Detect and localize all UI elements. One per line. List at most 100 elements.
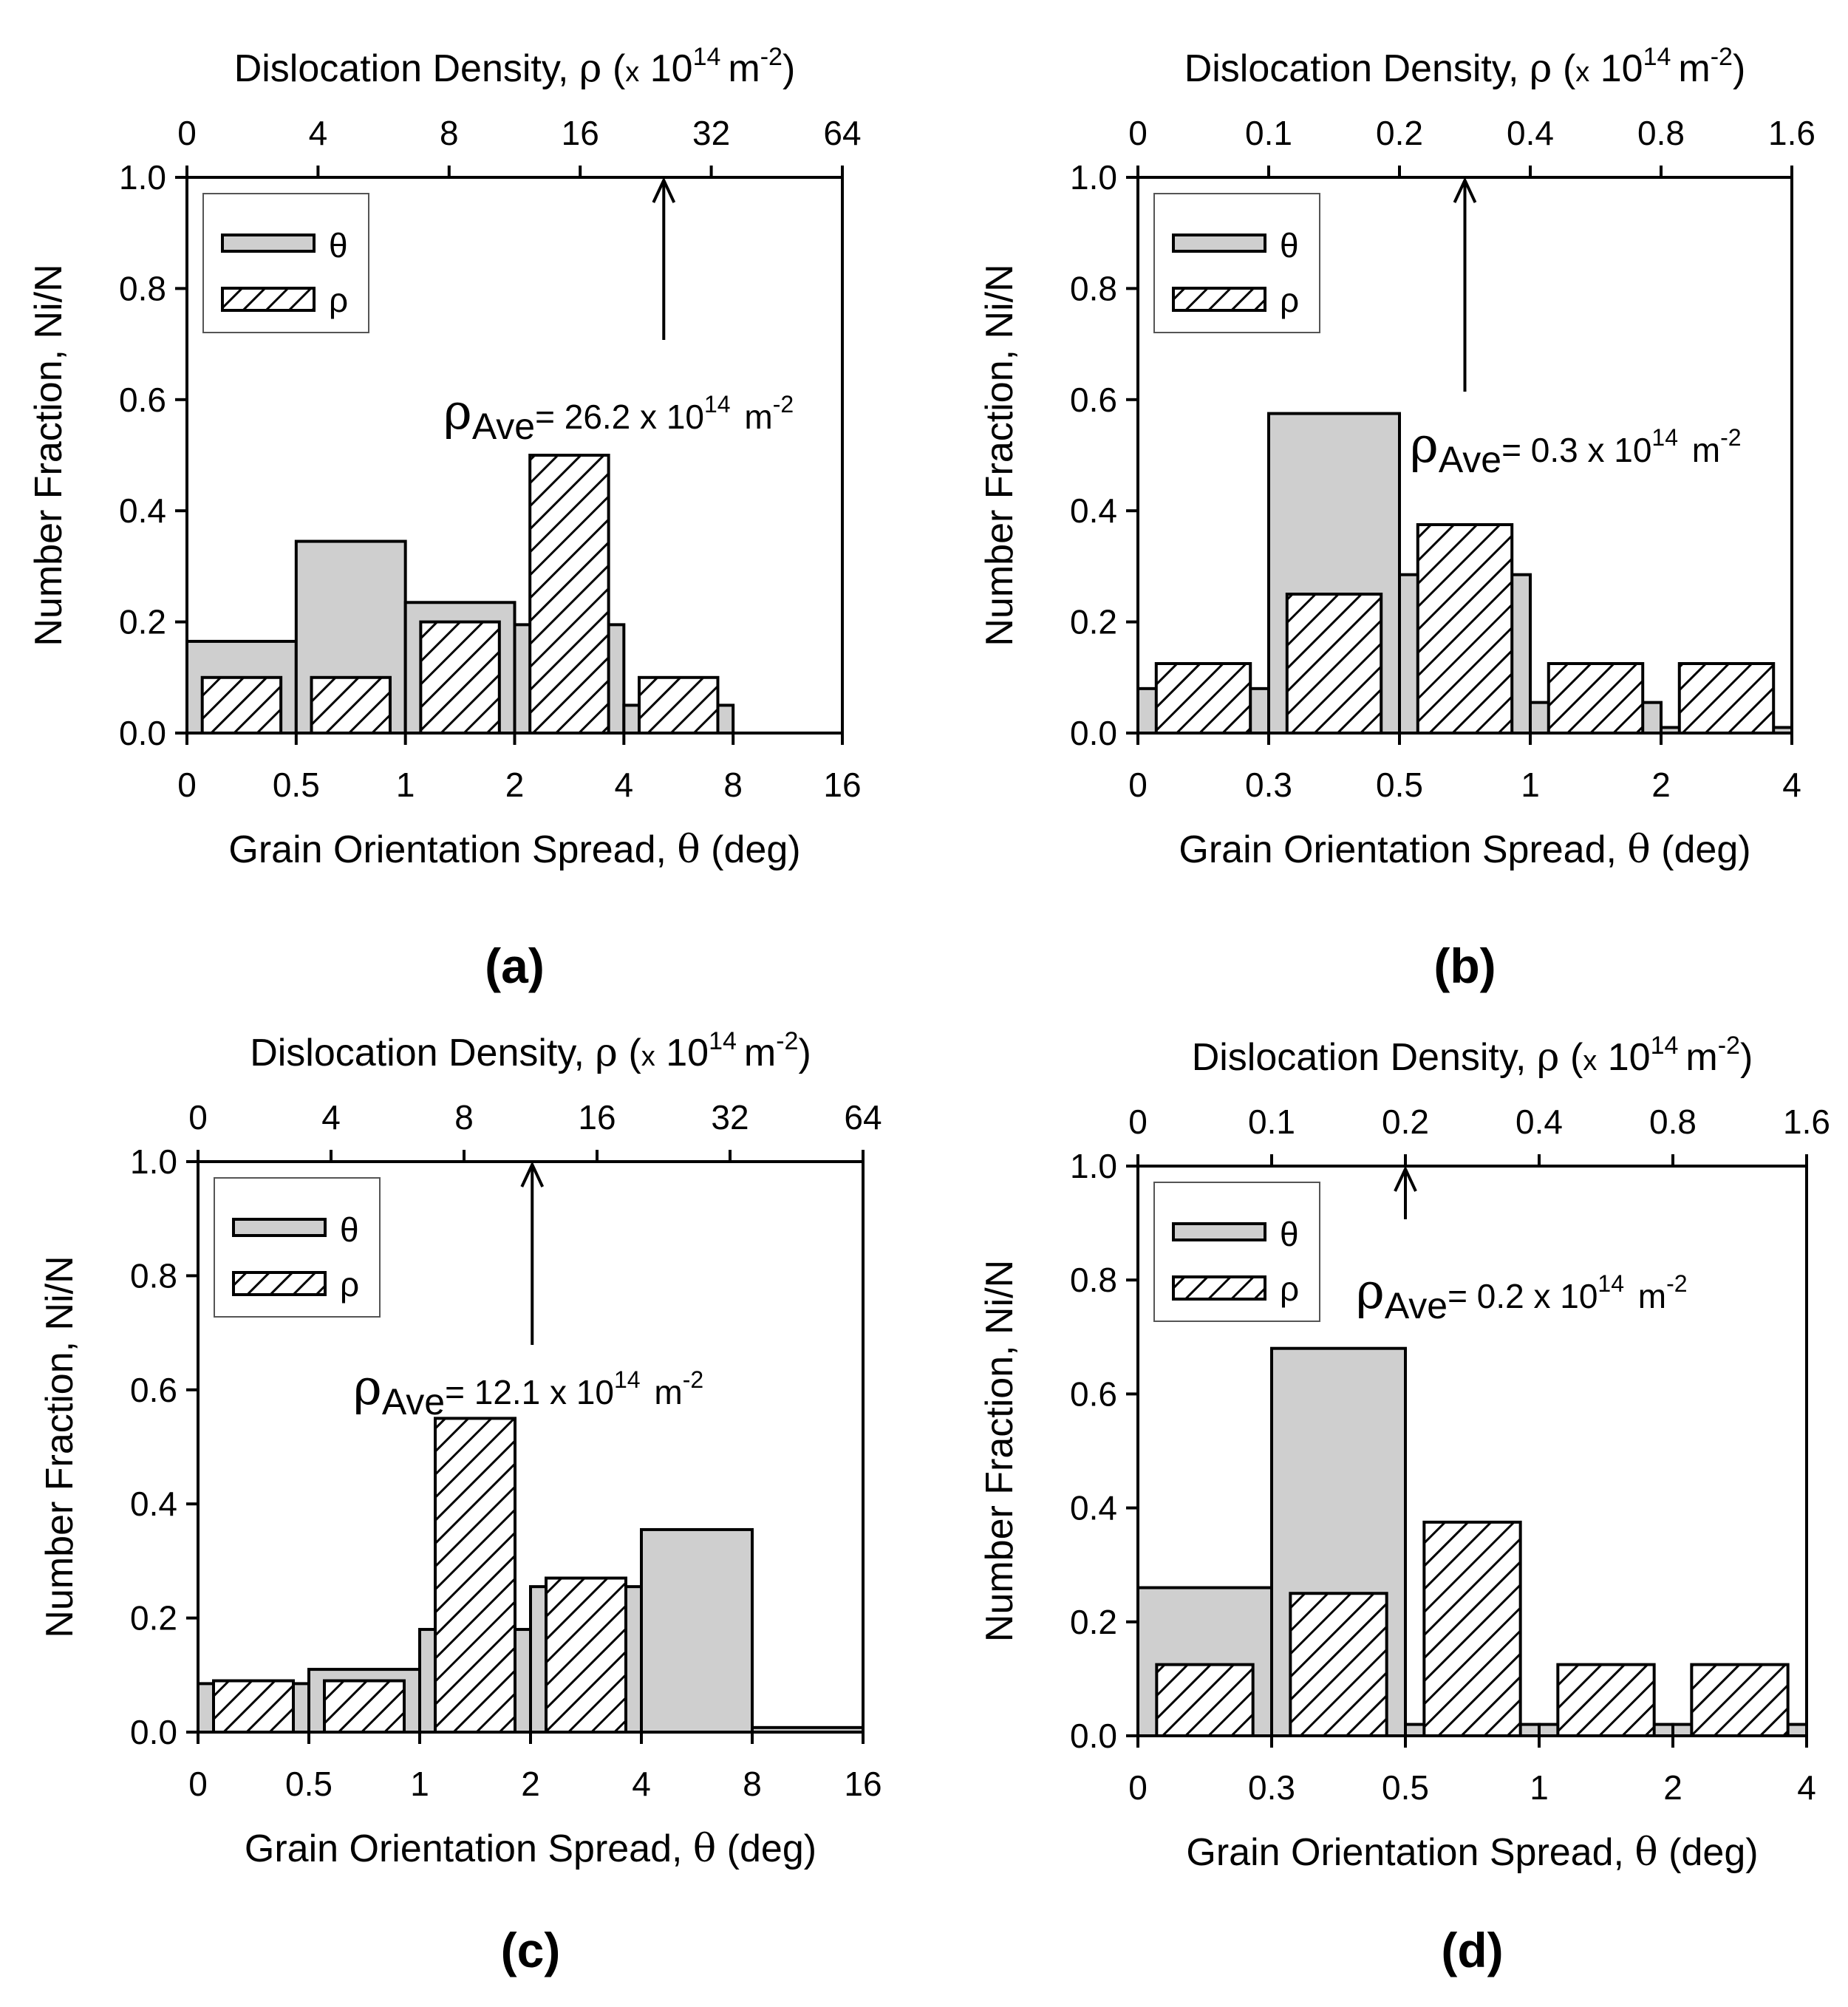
x2-axis-label-exp: 14	[1643, 43, 1671, 71]
x-tick-label: 8	[723, 766, 743, 804]
x2-axis-label-text: Dislocation Density,	[250, 1032, 595, 1074]
x2-axis-label-text: Dislocation Density,	[1184, 47, 1530, 90]
x2-tick-label: 0.8	[1637, 114, 1685, 152]
chart-panel-d: 0.0 0.2 0.4 0.6 0.8 1.0 0 0.3 0.5 1 2 4 0 0.1 0.2 0.4 0.…	[978, 1032, 1830, 1977]
average-arrow-head	[520, 1161, 545, 1187]
rho-bar	[419, 620, 501, 735]
rho-bar	[212, 1679, 295, 1734]
y-tick-label: 0.0	[119, 714, 166, 752]
rho-bar	[1422, 1520, 1522, 1737]
x-tick-label: 0.3	[1245, 766, 1292, 804]
rho-bar	[528, 454, 610, 735]
legend-rho-swatch	[1172, 1275, 1266, 1301]
x-tick-label: 0.5	[273, 766, 320, 804]
annotation-value: 12.1	[474, 1373, 541, 1411]
y-tick-label: 0.0	[1070, 1717, 1117, 1755]
legend-theta-swatch	[1172, 1222, 1266, 1241]
x2-axis-label-open: (	[1560, 1036, 1583, 1079]
annotation-rho: ρ	[353, 1359, 382, 1416]
x2-tick-label: 0	[1128, 114, 1148, 152]
x-tick-label: 2	[505, 766, 525, 804]
legend-theta-label: θ	[1280, 226, 1299, 265]
average-arrow-head	[1453, 177, 1477, 203]
x2-axis-label-space	[655, 1032, 666, 1074]
rho-bar	[434, 1417, 516, 1734]
y-axis-label: Number Fraction, Ni/N	[27, 264, 70, 646]
legend-theta-swatch	[1172, 234, 1266, 253]
x-axis-label-unit: (deg)	[1651, 828, 1751, 871]
annotation-m: m	[645, 1373, 683, 1411]
annotation-value: 0.2	[1477, 1277, 1524, 1315]
y-tick-label: 0.0	[1070, 714, 1117, 752]
x2-axis-label: Dislocation Density, ρ (x 1014 m-2)	[1184, 43, 1746, 91]
x2-tick-label: 16	[562, 114, 599, 152]
annotation-mexp: -2	[773, 391, 794, 418]
x2-axis-label-x: x	[625, 57, 639, 88]
panel-label: (a)	[485, 938, 545, 993]
average-annotation: ρAve= 12.1 x 1014 m-2	[353, 1359, 703, 1422]
annotation-exp: 14	[704, 391, 731, 418]
x-tick-label: 0	[177, 766, 197, 804]
rho-bar	[1416, 523, 1514, 735]
average-arrow-head	[1394, 1165, 1417, 1192]
x-axis-label-text: Grain Orientation Spread,	[228, 828, 677, 871]
x-tick-label: 1	[1530, 1768, 1549, 1807]
x2-axis-label-m: m	[728, 47, 760, 90]
x2-axis-label-m: m	[744, 1032, 776, 1074]
x-axis-label: Grain Orientation Spread, θ (deg)	[1179, 828, 1750, 872]
legend-theta-label: θ	[340, 1210, 359, 1249]
chart-panel-a: 0.0 0.2 0.4 0.6 0.8 1.0 0 0.5 1 2 4 8 16 0 4 8 16 32 64 Num…	[27, 43, 862, 993]
x2-axis-label-open: (	[602, 47, 626, 90]
x-axis-label: Grain Orientation Spread, θ (deg)	[245, 1827, 816, 1871]
annotation-mexp: -2	[1720, 424, 1741, 451]
rho-bar	[1556, 1663, 1656, 1737]
annotation-subscript: Ave	[1439, 439, 1501, 480]
average-arrow-head	[652, 177, 676, 203]
x2-axis-label-rho: ρ	[1530, 47, 1552, 91]
average-annotation: ρAve= 26.2 x 1014 m-2	[443, 384, 794, 447]
x2-axis-label-open: (	[1552, 47, 1576, 90]
x2-tick-label: 0.1	[1245, 114, 1292, 152]
x2-axis-label-close: )	[1740, 1036, 1753, 1079]
legend-theta-swatch	[221, 234, 316, 253]
x-tick-label: 4	[1797, 1768, 1816, 1807]
x2-tick-label: 8	[440, 114, 459, 152]
x2-axis-label-mexp: -2	[776, 1027, 798, 1055]
y-tick-label: 0.6	[1070, 381, 1117, 419]
x-tick-label: 8	[743, 1765, 762, 1803]
annotation-subscript: Ave	[472, 406, 535, 447]
legend-rho-label: ρ	[329, 281, 348, 319]
y-tick-label: 0.6	[1070, 1374, 1117, 1413]
theta-bar	[640, 1527, 754, 1734]
x-tick-label: 0.3	[1248, 1768, 1295, 1807]
x-tick-label: 0	[1128, 766, 1148, 804]
y-axis-label: Number Fraction, Ni/N	[978, 264, 1021, 646]
x2-axis-label: Dislocation Density, ρ (x 1014 m-2)	[234, 43, 796, 91]
x2-axis-label-ten: 10	[666, 1032, 709, 1074]
x-axis-label-theta: θ	[693, 1827, 716, 1871]
x2-tick-label: 32	[692, 114, 730, 152]
x-tick-label: 1	[396, 766, 415, 804]
x2-tick-label: 0	[188, 1098, 208, 1137]
annotation-equals: =	[535, 398, 565, 436]
annotation-equals: =	[445, 1373, 474, 1411]
panel-label: (c)	[501, 1923, 561, 1977]
rho-bar	[1289, 1592, 1388, 1737]
x2-tick-label: 0.4	[1515, 1103, 1563, 1141]
annotation-m: m	[735, 398, 773, 436]
y-tick-label: 0.8	[1070, 1261, 1117, 1299]
annotation-value: 26.2	[565, 398, 631, 436]
x2-axis-label-mexp: -2	[1718, 1032, 1740, 1060]
x-tick-label: 1	[1521, 766, 1540, 804]
rho-bar	[200, 675, 283, 735]
y-tick-label: 1.0	[119, 158, 166, 197]
legend-rho-swatch	[1172, 287, 1266, 312]
x-tick-label: 0.5	[1382, 1768, 1429, 1807]
rho-bar	[310, 675, 392, 735]
y-tick-label: 0.4	[1070, 491, 1117, 530]
annotation-exp: 14	[1598, 1270, 1624, 1297]
panel-label: (b)	[1433, 938, 1496, 993]
x-tick-label: 2	[1651, 766, 1671, 804]
x-axis-label: Grain Orientation Spread, θ (deg)	[1186, 1830, 1758, 1875]
annotation-m: m	[1682, 431, 1720, 469]
